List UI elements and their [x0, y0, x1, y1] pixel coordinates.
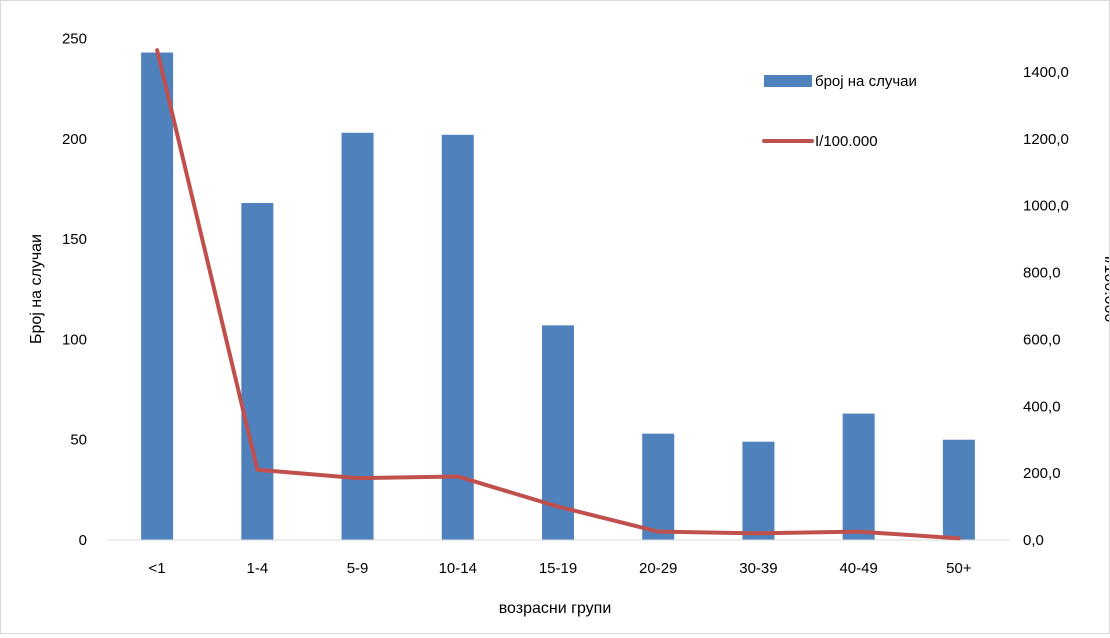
y2-tick-label: 400,0	[1023, 398, 1061, 415]
x-axis-title: возрасни групи	[499, 600, 612, 617]
x-tick-label: 20-29	[639, 560, 677, 577]
x-tick-label: 30-39	[739, 560, 777, 577]
y-tick-label: 200	[62, 131, 87, 148]
y2-tick-label: 200,0	[1023, 465, 1061, 482]
legend: број на случаи I/100.000	[762, 73, 917, 150]
bar	[341, 132, 374, 541]
bar	[942, 439, 975, 540]
y2-tick-label: 800,0	[1023, 265, 1061, 282]
y-tick-label: 100	[62, 331, 87, 348]
y-tick-label: 250	[62, 31, 87, 48]
y-tick-label: 150	[62, 231, 87, 248]
incidence-line	[155, 48, 961, 541]
bar	[742, 441, 775, 540]
x-tick-label: 40-49	[839, 560, 877, 577]
x-tick-label: 1-4	[246, 560, 268, 577]
x-tick-label: 15-19	[539, 560, 577, 577]
x-tick-label: <1	[149, 560, 166, 577]
x-tick-label: 50+	[946, 560, 972, 577]
y2-tick-label: 600,0	[1023, 331, 1061, 348]
legend-label-bar: број на случаи	[815, 73, 917, 90]
bar	[441, 134, 474, 540]
legend-label-line: I/100.000	[815, 133, 878, 150]
y2-tick-label: 0,0	[1023, 532, 1044, 549]
y-axis-title: Број на случаи	[28, 234, 45, 344]
y2-tick-label: 1200,0	[1023, 131, 1069, 148]
y2-tick-label: 1000,0	[1023, 198, 1069, 215]
bar	[642, 433, 675, 540]
y-tick-label: 50	[70, 432, 87, 449]
bar-series	[141, 52, 975, 541]
line-series	[155, 48, 961, 541]
x-axis-ticks: <1 1-4 5-9 10-14 15-19 20-29 30-39 40-49 50+	[149, 560, 972, 577]
bar	[141, 52, 174, 541]
right-axis-ticks: 0,0 200,0 400,0 600,0 800,0 1000,0 1200,0 1400,…	[1023, 64, 1069, 549]
x-tick-label: 5-9	[347, 560, 369, 577]
left-axis-ticks: 0 50 100 150 200 250	[62, 31, 87, 550]
bar	[241, 202, 274, 540]
x-tick-label: 10-14	[439, 560, 477, 577]
y-tick-label: 0	[79, 532, 87, 549]
y2-axis-title: I/100.000	[1101, 256, 1109, 323]
bar	[842, 413, 875, 540]
y2-tick-label: 1400,0	[1023, 64, 1069, 81]
legend-swatch-bar	[764, 75, 812, 87]
